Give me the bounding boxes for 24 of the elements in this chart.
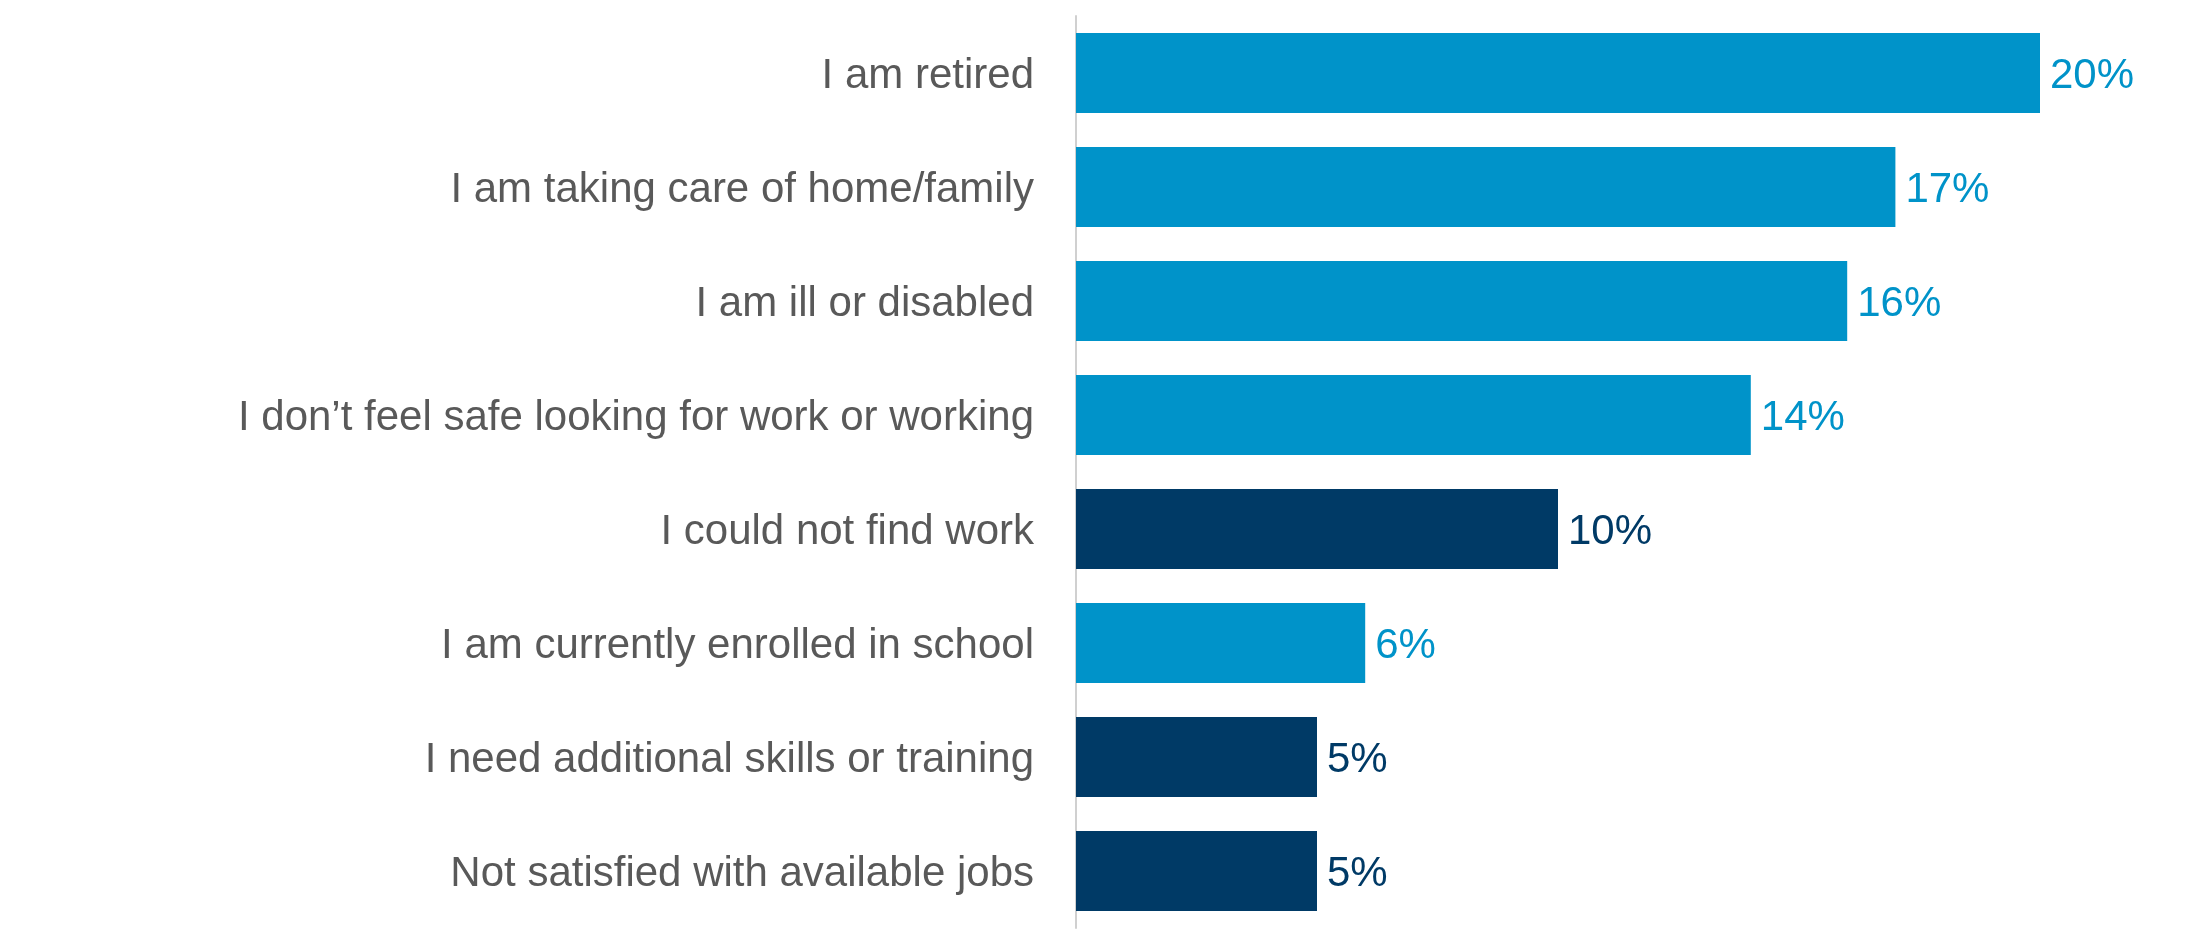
- y-tick-label: Not satisfied with available jobs: [450, 847, 1034, 895]
- data-label: 20%: [2050, 49, 2135, 97]
- bar: [1076, 489, 1558, 569]
- bar: [1076, 831, 1317, 911]
- data-label: 10%: [1568, 505, 1653, 553]
- data-label: 5%: [1327, 847, 1388, 895]
- y-tick-label: I am ill or disabled: [695, 277, 1034, 325]
- data-label: 6%: [1375, 619, 1436, 667]
- y-tick-label: I need additional skills or training: [424, 733, 1034, 781]
- data-label: 14%: [1760, 391, 1845, 439]
- bar: [1076, 717, 1317, 797]
- y-tick-label: I am taking care of home/family: [450, 163, 1034, 211]
- y-tick-label: I am currently enrolled in school: [441, 619, 1034, 667]
- data-label: 5%: [1327, 733, 1388, 781]
- bar: [1076, 603, 1366, 683]
- bar: [1076, 375, 1751, 455]
- y-tick-label: I could not find work: [660, 505, 1035, 553]
- bar: [1076, 261, 1848, 341]
- bar: [1076, 147, 1896, 227]
- y-tick-label: I am retired: [821, 49, 1034, 97]
- y-tick-label: I don’t feel safe looking for work or working: [237, 391, 1034, 439]
- data-label: 16%: [1857, 277, 1942, 325]
- bar: [1076, 33, 2040, 113]
- data-label: 17%: [1905, 163, 1990, 211]
